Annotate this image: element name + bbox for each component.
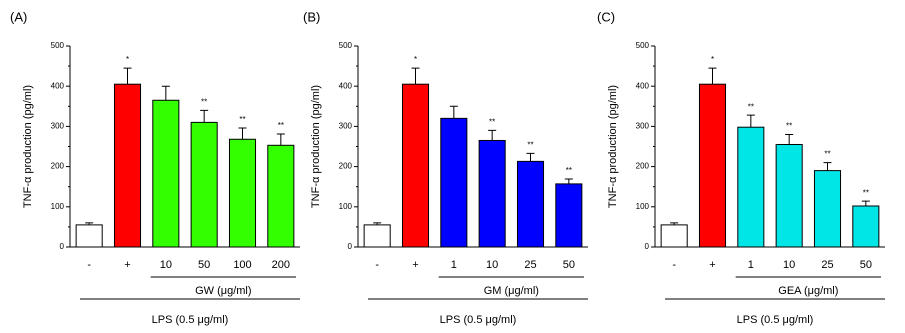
y-tick-label: 300: [636, 122, 650, 131]
y-tick-label: 300: [339, 122, 353, 131]
y-axis-label: TNF-α production (pg/ml): [22, 85, 34, 208]
error-bar: [708, 67, 717, 85]
x-tick-label: 25: [524, 259, 536, 271]
group-label: GW (μg/ml): [195, 285, 251, 297]
error-bar: [161, 85, 170, 101]
y-tick-label: 500: [51, 41, 65, 50]
panel-label: (A): [10, 9, 27, 24]
x-tick-label: 100: [233, 259, 251, 271]
x-tick-label: 50: [198, 259, 210, 271]
x-tick-label: 10: [486, 259, 498, 271]
error-bar: [85, 222, 94, 225]
bar: [190, 121, 218, 248]
bar: [152, 99, 180, 248]
y-tick-label: 300: [51, 122, 65, 131]
significance: **: [239, 115, 245, 124]
bar: [267, 144, 295, 248]
significance: *: [126, 55, 129, 64]
bar: [852, 205, 880, 248]
significance: **: [863, 188, 869, 197]
y-tick-label: 100: [51, 202, 65, 211]
significance: **: [278, 121, 284, 130]
error-bar: [564, 178, 573, 184]
bar: [775, 143, 803, 248]
y-tick-label: 400: [636, 81, 650, 90]
y-tick-label: 0: [645, 242, 650, 251]
x-tick-label: 10: [783, 259, 795, 271]
error-bar: [449, 105, 458, 119]
x-tick-label: 25: [821, 259, 833, 271]
x-tick-label: -: [375, 259, 379, 271]
error-bar: [200, 109, 209, 123]
y-tick-label: 200: [339, 162, 353, 171]
significance: **: [566, 166, 572, 175]
y-tick-label: 0: [60, 242, 65, 251]
bar: [401, 83, 430, 248]
x-tick-label: +: [709, 259, 715, 271]
bar: [113, 83, 142, 248]
significance: *: [414, 55, 417, 64]
bar: [228, 138, 257, 248]
bar: [363, 224, 391, 248]
bar: [440, 117, 468, 248]
x-tick-label: 10: [160, 259, 172, 271]
y-tick-label: 500: [636, 41, 650, 50]
error-bar: [861, 200, 870, 206]
significance: **: [786, 122, 792, 131]
y-tick-label: 0: [348, 242, 353, 251]
x-tick-label: 200: [272, 259, 290, 271]
bar: [516, 160, 545, 248]
x-tick-label: +: [412, 259, 418, 271]
bracket-label: LPS (0.5 μg/ml): [737, 314, 814, 326]
bar: [75, 224, 103, 248]
error-bar: [526, 152, 535, 162]
error-bar: [276, 133, 285, 146]
error-bar: [488, 129, 497, 141]
error-bar: [823, 162, 832, 171]
error-bar: [785, 133, 794, 145]
significance: **: [748, 102, 754, 111]
y-axis-label: TNF-α production (pg/ml): [607, 85, 619, 208]
error-bar: [411, 67, 420, 85]
significance: *: [711, 55, 714, 64]
bar: [660, 224, 688, 248]
error-bar: [670, 222, 679, 225]
error-bar: [746, 114, 755, 128]
panel-label: (C): [597, 9, 615, 24]
x-tick-label: 50: [563, 259, 575, 271]
y-axis-label: TNF-α production (pg/ml): [310, 85, 322, 208]
error-bar: [123, 67, 132, 85]
bar: [698, 83, 727, 248]
x-tick-label: 1: [748, 259, 754, 271]
error-bar: [238, 127, 247, 140]
y-tick-label: 400: [339, 81, 353, 90]
panel-label: (B): [303, 9, 320, 24]
y-tick-label: 200: [636, 162, 650, 171]
x-tick-label: 1: [451, 259, 457, 271]
x-tick-label: -: [87, 259, 91, 271]
bar: [555, 183, 583, 248]
y-tick-label: 200: [51, 162, 65, 171]
bar: [813, 170, 842, 248]
x-tick-label: 50: [860, 259, 872, 271]
significance: **: [527, 140, 533, 149]
bracket-label: LPS (0.5 μg/ml): [152, 314, 229, 326]
x-tick-label: -: [672, 259, 676, 271]
group-label: GM (μg/ml): [484, 285, 539, 297]
significance: **: [201, 97, 207, 106]
y-tick-label: 400: [51, 81, 65, 90]
y-tick-label: 100: [636, 202, 650, 211]
bar: [737, 126, 765, 248]
significance: **: [824, 150, 830, 159]
x-tick-label: +: [124, 259, 130, 271]
y-tick-label: 100: [339, 202, 353, 211]
bracket-label: LPS (0.5 μg/ml): [440, 314, 517, 326]
group-label: GEA (μg/ml): [778, 285, 838, 297]
y-tick-label: 500: [339, 41, 353, 50]
error-bar: [373, 222, 382, 225]
bar: [478, 139, 506, 248]
significance: **: [489, 118, 495, 127]
